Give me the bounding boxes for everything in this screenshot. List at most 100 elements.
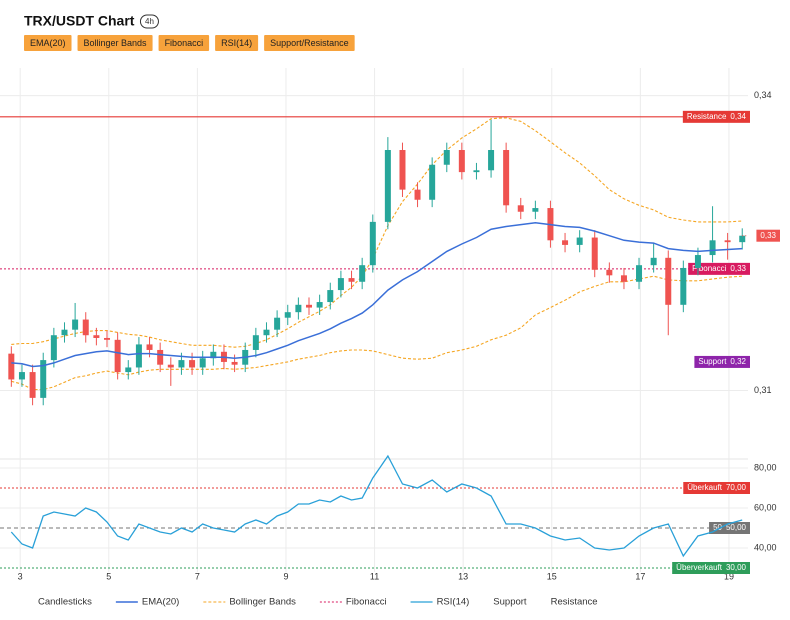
indicator-button-label: RSI(14) <box>221 38 252 48</box>
x-tick-label: 11 <box>370 571 379 581</box>
level-badge-name: 50 <box>713 523 722 532</box>
level-badge-box <box>672 562 750 574</box>
candle-body <box>316 302 323 308</box>
candle-body <box>306 304 313 308</box>
candle-body <box>274 317 281 330</box>
level-badge-value: 0,33 <box>760 231 776 240</box>
candle-body <box>348 278 355 282</box>
candle-body <box>384 150 391 222</box>
candle-body <box>739 235 746 243</box>
candle-body <box>650 257 657 266</box>
candle-body <box>399 150 406 190</box>
x-tick-label: 7 <box>195 571 200 581</box>
candle-body <box>146 344 153 350</box>
candle-body <box>189 360 196 368</box>
ema-line <box>11 222 743 368</box>
level-badge: Fibonacci 0,33 <box>688 262 750 275</box>
legend-label: EMA(20) <box>142 597 179 608</box>
level-badge: Support 0,32 <box>694 355 750 368</box>
candle-body <box>503 150 510 206</box>
level-badge-value: 30,00 <box>726 563 747 572</box>
legend-label: Bollinger Bands <box>229 597 296 608</box>
level-badge: Überkauft 70,00 <box>683 482 750 494</box>
rsi-tick-label: 80,00 <box>754 462 777 472</box>
candle-body <box>665 257 672 305</box>
y-tick-label: 0,31 <box>754 385 772 395</box>
candle-body <box>167 364 174 368</box>
candle-body <box>210 351 217 359</box>
candle-body <box>458 150 465 173</box>
level-badge-name: Fibonacci <box>692 264 726 273</box>
candle-body <box>327 290 334 303</box>
level-badge-box <box>694 355 750 368</box>
candle-body <box>18 372 25 380</box>
indicator-button-label: Fibonacci <box>165 38 204 48</box>
candle-body <box>576 237 583 245</box>
candle-body <box>284 312 291 318</box>
candle-body <box>231 361 238 365</box>
candle-body <box>620 275 627 282</box>
y-tick-label: 0,34 <box>754 90 772 100</box>
level-badge: Überverkauft 30,00 <box>672 562 750 574</box>
candle-body <box>473 170 480 173</box>
indicator-button[interactable] <box>24 35 72 51</box>
candle-body <box>178 360 185 368</box>
candle-body <box>694 255 701 268</box>
candle-body <box>157 349 164 365</box>
indicator-button[interactable] <box>264 35 355 51</box>
level-badge-box <box>709 522 750 534</box>
level-badge-name: Support <box>698 357 727 366</box>
level-badge-box <box>683 482 750 494</box>
level-badge-box <box>688 262 750 275</box>
legend-label: Resistance <box>551 597 598 608</box>
indicator-button[interactable] <box>215 35 259 51</box>
level-badge: 0,33 <box>756 229 780 242</box>
candle-body <box>562 240 569 245</box>
candle-body <box>443 150 450 165</box>
x-tick-label: 13 <box>458 571 468 581</box>
x-tick-label: 15 <box>547 571 557 581</box>
level-badge: 50 50,00 <box>709 522 750 534</box>
x-tick-label: 19 <box>724 571 734 581</box>
legend-label: RSI(14) <box>437 597 470 608</box>
bollinger-upper <box>11 117 743 348</box>
indicator-button[interactable] <box>77 35 153 51</box>
timeframe-label: 4h <box>145 17 154 26</box>
chart-title: TRX/USDT Chart <box>24 13 135 29</box>
candle-body <box>680 267 687 305</box>
candle-body <box>591 237 598 270</box>
indicator-button-label: Support/Resistance <box>270 38 349 48</box>
legend-label: Support <box>493 597 527 608</box>
indicator-button-label: EMA(20) <box>30 38 66 48</box>
candle-body <box>636 265 643 282</box>
candle-body <box>29 372 36 398</box>
candle-body <box>414 189 421 200</box>
level-badge-name: Resistance <box>687 112 727 121</box>
candle-body <box>606 269 613 276</box>
level-badge-value: 50,00 <box>726 523 747 532</box>
candle-body <box>252 335 259 350</box>
indicator-button-label: Bollinger Bands <box>84 38 148 48</box>
candle-body <box>61 329 68 336</box>
candle-body <box>72 319 79 330</box>
candle-body <box>263 329 270 336</box>
x-tick-label: 17 <box>635 571 645 581</box>
bollinger-lower <box>11 275 743 391</box>
candle-body <box>369 221 376 266</box>
level-badge-value: 0,34 <box>730 112 746 121</box>
level-badge-value: 0,33 <box>730 264 746 273</box>
level-badge-name: Überverkauft <box>676 563 723 572</box>
candle-body <box>93 335 100 338</box>
level-badge-name: Überkauft <box>687 483 722 492</box>
candle-body <box>50 335 57 361</box>
rsi-tick-label: 60,00 <box>754 502 777 512</box>
indicator-button[interactable] <box>158 35 210 51</box>
rsi-tick-label: 40,00 <box>754 542 777 552</box>
candle-body <box>199 358 206 368</box>
level-badge-value: 0,32 <box>730 357 746 366</box>
legend-label: Candlesticks <box>38 597 92 608</box>
timeframe-badge <box>139 14 159 29</box>
x-tick-label: 3 <box>18 571 23 581</box>
